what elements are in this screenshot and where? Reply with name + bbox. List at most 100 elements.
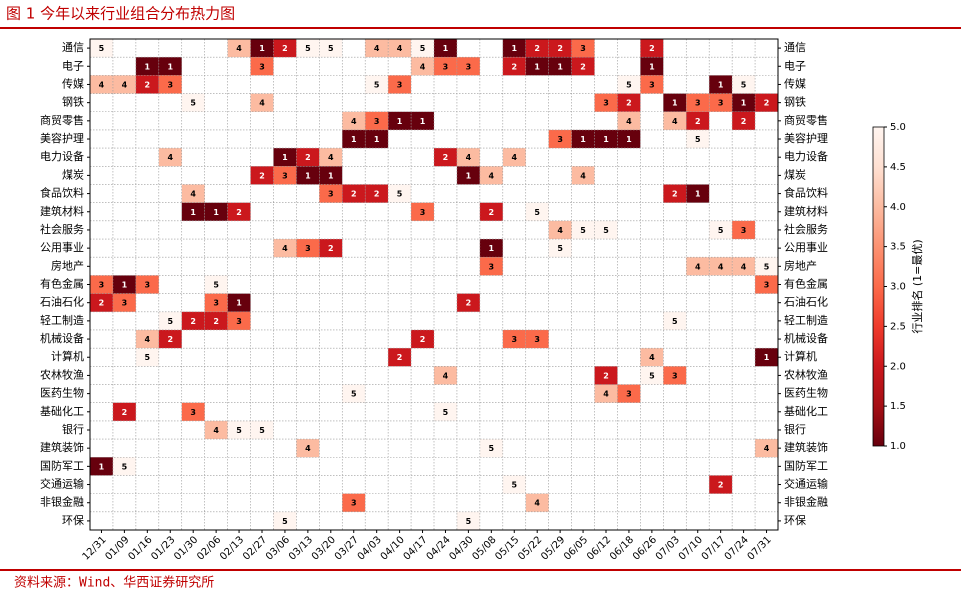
heat-cell [617,75,641,94]
cell-label: 3 [489,262,495,271]
heat-cell [686,129,710,149]
y-tick-label: 房地产 [51,258,84,272]
x-tick-label: 05/08 [470,534,498,562]
x-tick-label: 07/31 [746,534,774,562]
heat-cell [709,220,733,240]
cell-label: 3 [99,281,105,290]
cell-label: 2 [718,481,724,490]
y-tick-label: 电力设备 [40,149,84,163]
heat-cell [388,184,412,203]
cell-label: 1 [557,62,563,71]
heat-cell [250,166,274,185]
heat-cell [342,129,366,149]
colorbar-tick-label: 2.5 [890,321,906,332]
heat-cell [365,39,389,58]
cell-label: 1 [167,62,173,71]
cell-label: 4 [649,353,655,362]
heat-cell [411,111,434,130]
cell-label: 3 [122,299,128,308]
heat-cell [548,57,572,76]
heat-cell [135,348,159,367]
cell-label: 2 [534,44,540,53]
cell-label: 1 [282,153,288,162]
heat-cell [732,111,756,130]
x-tick-label: 04/30 [447,534,475,562]
heat-cell [663,111,687,130]
cell-label: 3 [328,190,334,199]
cell-label: 2 [695,117,701,126]
x-tick-label: 04/17 [402,534,430,562]
colorbar-tick-label: 3.0 [890,282,906,293]
cell-label: 3 [374,117,380,126]
x-tick-label: 03/06 [264,534,292,562]
colorbar-tick-label: 3.5 [890,242,906,253]
heat-cell [250,93,274,112]
heat-cell [525,329,549,349]
heat-cell [755,257,778,276]
heat-cell [250,420,274,440]
heat-cell [135,57,159,76]
heat-cell [273,39,297,58]
y-tick-label: 社会服务 [40,222,84,236]
cell-label: 5 [672,317,678,326]
heat-cell [732,93,756,112]
cell-label: 3 [557,135,563,144]
cell-label: 4 [122,80,128,89]
heat-cell [617,384,641,403]
y-tick-label-right: 煤炭 [784,168,806,181]
y-tick-label: 通信 [62,41,84,54]
cell-label: 3 [718,99,724,108]
y-tick-label: 交通运输 [40,477,84,491]
cell-label: 2 [420,335,426,344]
heat-cell [112,457,136,476]
y-tick-label-right: 医药生物 [784,386,828,400]
x-tick-label: 03/27 [333,534,361,562]
colorbar-tick-label: 5.0 [890,122,906,133]
heat-cell [456,511,480,530]
cell-label: 1 [511,44,517,53]
y-tick-label-right: 计算机 [784,349,817,363]
cell-label: 1 [534,62,540,71]
cell-label: 5 [580,226,586,235]
cell-label: 1 [649,62,655,71]
cell-label: 3 [466,62,472,71]
cell-label: 1 [580,135,586,144]
cell-label: 1 [259,44,265,53]
cell-label: 4 [672,117,678,126]
heat-cell [342,111,366,130]
y-tick-label: 钢铁 [62,96,84,109]
cell-label: 5 [443,408,449,417]
heat-cell [181,311,205,330]
cell-label: 1 [764,353,770,362]
heat-cell [250,57,274,76]
heat-cell [158,75,182,94]
cell-label: 2 [580,62,586,71]
x-tick-label: 07/03 [654,534,682,562]
heat-cell [204,275,228,294]
heat-cell [388,111,412,130]
x-tick-label: 07/17 [700,534,728,562]
heat-cell [709,257,733,276]
heat-cell [273,511,297,530]
cell-label: 1 [99,462,105,471]
cell-label: 4 [511,153,517,162]
y-tick-label: 美容护理 [40,131,84,145]
heat-cell [686,93,710,112]
y-tick-label-right: 商贸零售 [784,113,828,127]
heat-cell [319,166,343,185]
heat-cell [709,475,733,494]
cell-label: 1 [328,171,334,180]
cell-label: 5 [397,190,403,199]
cell-label: 1 [672,99,678,108]
y-tick-label-right: 公用事业 [784,241,828,254]
heat-cell [640,348,664,367]
heat-cell [456,148,480,167]
cell-label: 2 [466,299,472,308]
y-tick-label: 基础化工 [40,404,84,418]
cell-label: 2 [328,244,334,253]
heat-cell [296,239,320,258]
heat-cell [525,493,549,512]
cell-label: 3 [259,62,265,71]
y-tick-label: 轻工制造 [40,313,84,327]
cell-label: 4 [741,262,747,271]
